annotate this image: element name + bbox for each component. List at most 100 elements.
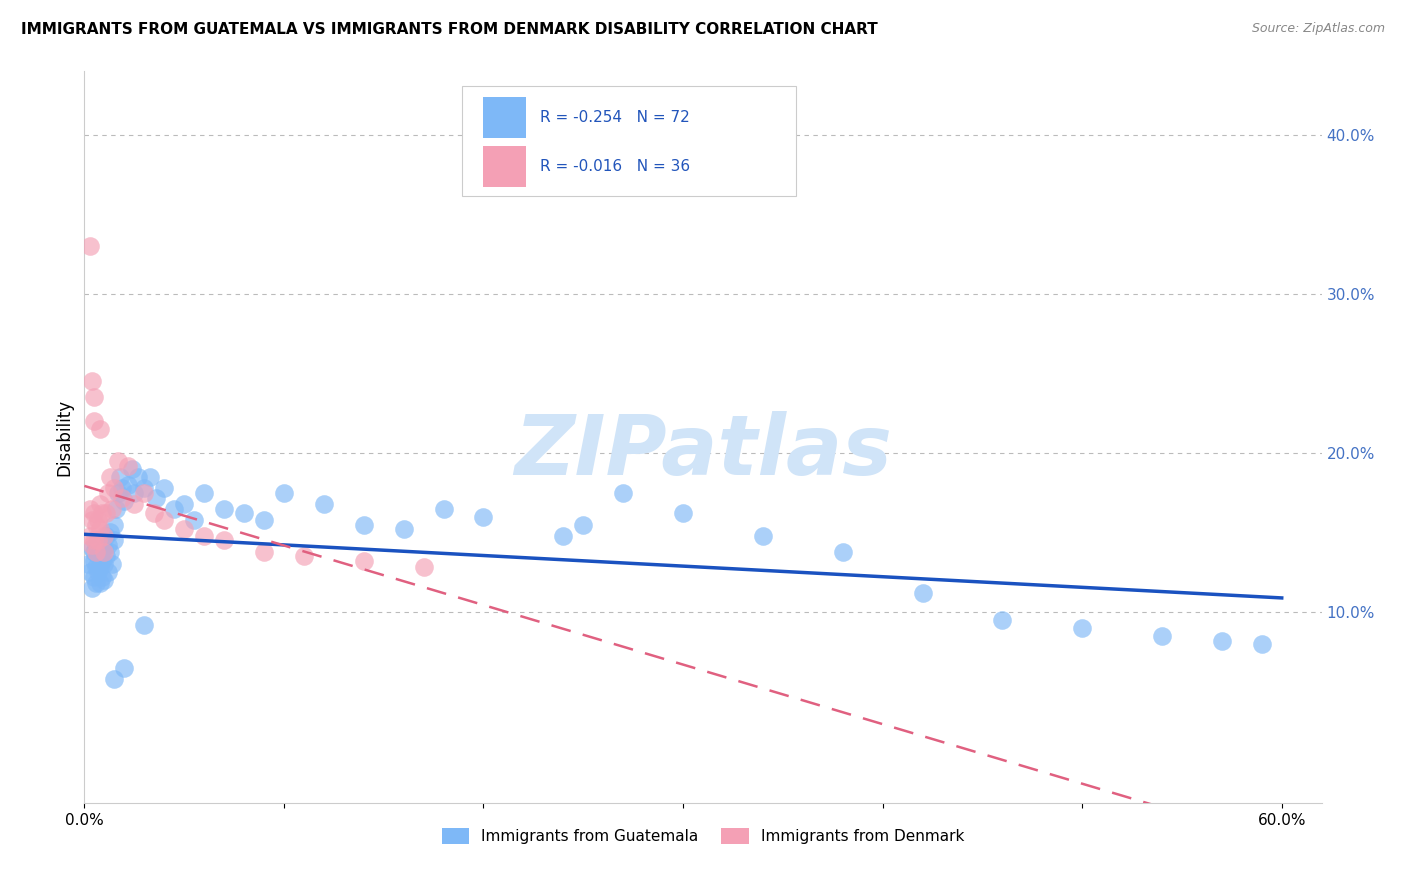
Point: [82, 538, 104, 552]
Point: [121, 462, 143, 476]
Point: [107, 485, 129, 500]
Text: R = -0.016   N = 36: R = -0.016 N = 36: [540, 159, 690, 174]
Point: [153, 513, 176, 527]
Point: [572, 517, 595, 532]
Point: [77, 558, 100, 572]
Point: [89, 522, 111, 536]
Point: [233, 507, 256, 521]
Text: ZIPatlas: ZIPatlas: [515, 411, 891, 492]
Point: [183, 513, 205, 527]
Point: [79, 529, 101, 543]
Point: [111, 481, 134, 495]
Point: [97, 566, 120, 580]
Point: [82, 581, 104, 595]
Point: [93, 541, 115, 556]
Point: [83, 507, 105, 521]
Point: [79, 239, 101, 253]
Point: [86, 576, 108, 591]
Point: [93, 529, 115, 543]
Point: [93, 558, 115, 572]
Point: [96, 507, 118, 521]
FancyBboxPatch shape: [482, 146, 526, 186]
Point: [82, 541, 104, 556]
Point: [91, 538, 114, 552]
Point: [212, 501, 235, 516]
Point: [103, 481, 125, 495]
Point: [553, 529, 575, 543]
Y-axis label: Disability: Disability: [55, 399, 73, 475]
Point: [97, 538, 120, 552]
Point: [83, 533, 105, 548]
Point: [89, 576, 111, 591]
Point: [91, 570, 114, 584]
Point: [831, 544, 853, 558]
Point: [472, 509, 495, 524]
Point: [105, 501, 128, 516]
Point: [672, 507, 695, 521]
Point: [134, 481, 156, 495]
Point: [412, 560, 434, 574]
Point: [83, 414, 105, 428]
Point: [112, 493, 135, 508]
Legend: Immigrants from Guatemala, Immigrants from Denmark: Immigrants from Guatemala, Immigrants fr…: [436, 822, 970, 850]
FancyBboxPatch shape: [461, 86, 796, 195]
Point: [96, 549, 118, 564]
Point: [253, 544, 276, 558]
Point: [103, 672, 125, 686]
Point: [911, 586, 934, 600]
Point: [110, 470, 132, 484]
Point: [82, 375, 104, 389]
Point: [392, 522, 415, 536]
Text: Source: ZipAtlas.com: Source: ZipAtlas.com: [1251, 22, 1385, 36]
Point: [91, 554, 114, 568]
Point: [98, 544, 121, 558]
Point: [353, 517, 375, 532]
Point: [98, 470, 121, 484]
Point: [1211, 633, 1233, 648]
Point: [117, 477, 139, 491]
Point: [103, 533, 125, 548]
Point: [127, 470, 149, 484]
Point: [353, 554, 375, 568]
Point: [97, 485, 120, 500]
Point: [122, 485, 145, 500]
Point: [93, 544, 115, 558]
Point: [86, 560, 108, 574]
Point: [253, 513, 276, 527]
Point: [87, 513, 110, 527]
Point: [312, 497, 335, 511]
Point: [173, 522, 195, 536]
Point: [87, 566, 110, 580]
Point: [89, 560, 111, 574]
Point: [89, 422, 111, 436]
Point: [1150, 629, 1173, 643]
Point: [107, 454, 129, 468]
Point: [83, 390, 105, 404]
Point: [101, 501, 124, 516]
Point: [79, 566, 101, 580]
Point: [292, 549, 315, 564]
FancyBboxPatch shape: [482, 97, 526, 137]
Point: [163, 501, 186, 516]
Point: [83, 554, 105, 568]
Point: [153, 481, 176, 495]
Point: [991, 613, 1014, 627]
Text: R = -0.254   N = 72: R = -0.254 N = 72: [540, 110, 689, 125]
Point: [98, 525, 121, 540]
Point: [112, 660, 135, 674]
Point: [89, 544, 111, 558]
Point: [1071, 621, 1094, 635]
Point: [143, 507, 166, 521]
Point: [122, 497, 145, 511]
Point: [134, 617, 156, 632]
Point: [145, 491, 167, 505]
Point: [82, 513, 104, 527]
Point: [173, 497, 195, 511]
Point: [134, 485, 156, 500]
Point: [103, 517, 125, 532]
Point: [101, 558, 124, 572]
Point: [86, 538, 108, 552]
Point: [139, 470, 162, 484]
Point: [87, 549, 110, 564]
Point: [1250, 637, 1272, 651]
